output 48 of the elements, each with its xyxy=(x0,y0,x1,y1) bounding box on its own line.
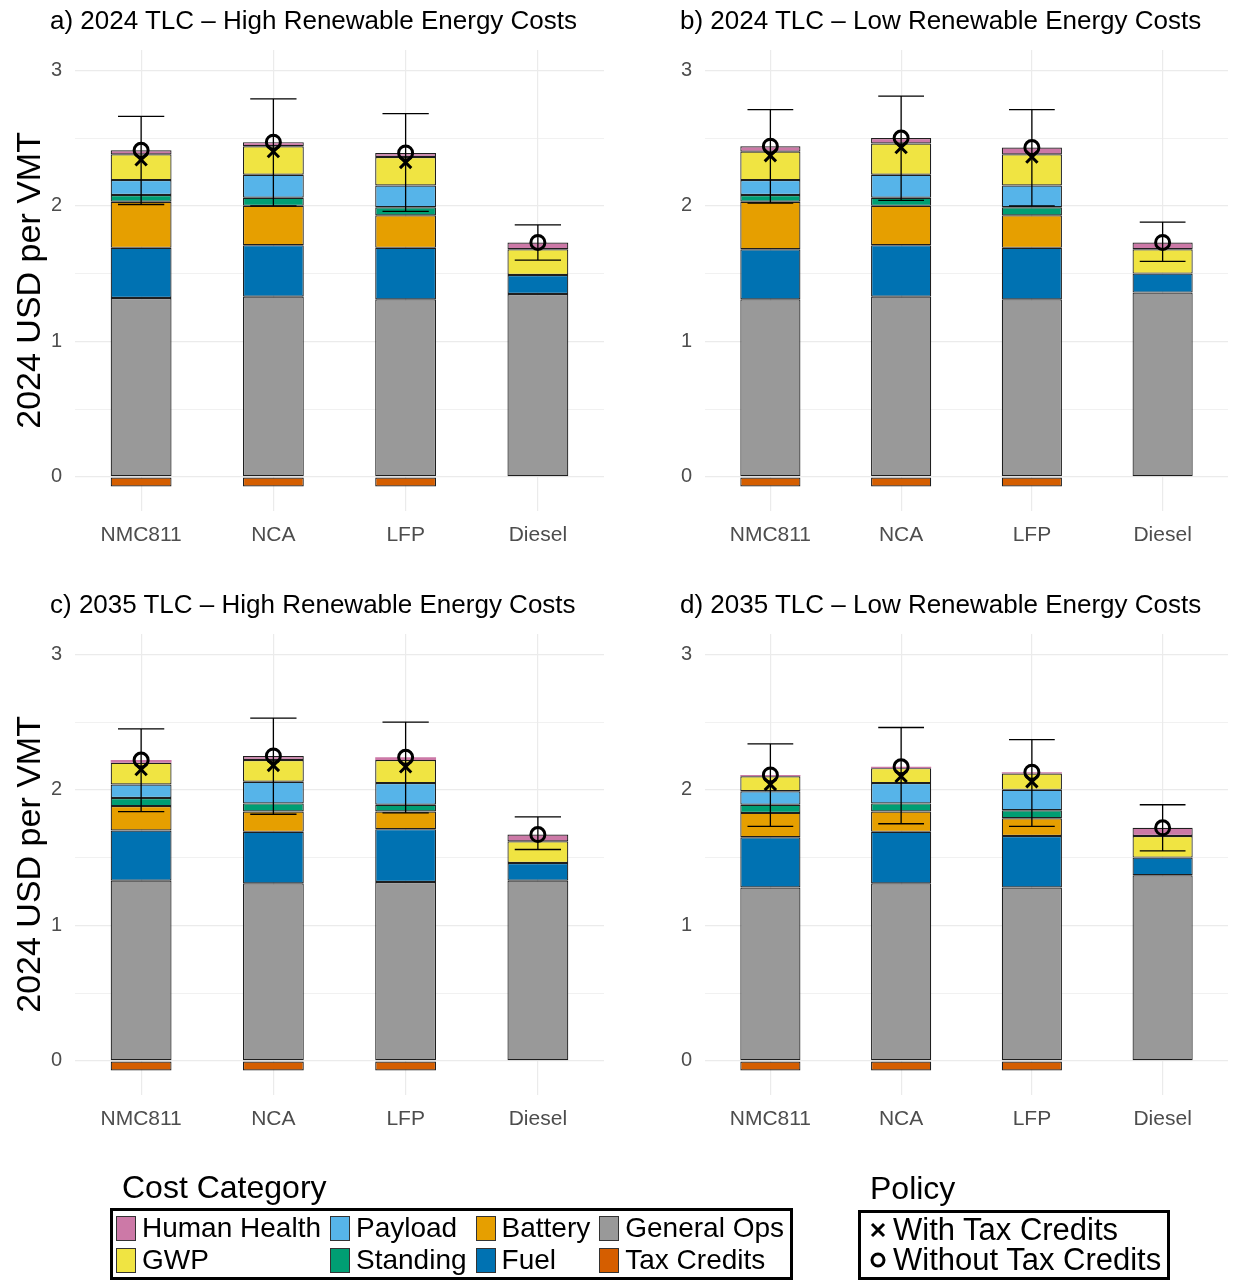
y-tick-label: 2 xyxy=(680,193,692,216)
y-tick-label: 1 xyxy=(680,328,692,351)
chart-title: b) 2024 TLC – Low Renewable Energy Costs xyxy=(680,5,1202,36)
x-tick-label: NMC811 xyxy=(100,1106,182,1130)
x-tick-label: NMC811 xyxy=(729,522,812,546)
y-tick-label: 0 xyxy=(680,464,692,487)
y-tick-label: 0 xyxy=(50,1048,62,1071)
legend-label: Payload xyxy=(355,1212,458,1243)
x-tick-label: LFP xyxy=(386,522,425,546)
x-tick-label: Diesel xyxy=(508,1106,568,1130)
legend-title: Cost Category xyxy=(122,1168,328,1207)
x-tick-label: NMC811 xyxy=(729,1106,812,1130)
y-tick-label: 0 xyxy=(50,464,62,487)
y-tick-label: 1 xyxy=(50,912,62,935)
y-tick-label: 3 xyxy=(680,641,692,664)
x-tick-label: LFP xyxy=(1012,1106,1052,1130)
y-tick-label: 2 xyxy=(680,777,692,800)
y-tick-label: 2 xyxy=(50,193,62,216)
legend-label: Fuel xyxy=(501,1244,556,1275)
text: Policy xyxy=(870,1169,957,1208)
x-tick-label: NCA xyxy=(251,522,296,546)
legend-label: Standing xyxy=(355,1244,467,1275)
x-tick-label: NCA xyxy=(878,522,924,546)
x-tick-label: Diesel xyxy=(1133,1106,1192,1130)
y-tick-label: 0 xyxy=(680,1048,692,1071)
y-tick-label: 2 xyxy=(50,777,62,800)
x-tick-label: Diesel xyxy=(1133,522,1192,546)
legend-label: GWP xyxy=(142,1244,209,1275)
legend-label: Battery xyxy=(501,1212,591,1243)
x-tick-label: LFP xyxy=(1012,522,1052,546)
x-tick-label: LFP xyxy=(386,1106,425,1130)
legend-label: Tax Credits xyxy=(625,1244,766,1275)
legend-label: General Ops xyxy=(625,1212,784,1243)
y-tick-label: 3 xyxy=(680,57,692,80)
chart-title: a) 2024 TLC – High Renewable Energy Costs xyxy=(50,5,578,36)
y-axis-title: 2024 USD per VMT xyxy=(8,716,47,1013)
y-tick-label: 1 xyxy=(680,912,692,935)
chart-title: c) 2035 TLC – High Renewable Energy Costs xyxy=(50,589,576,620)
y-tick-label: 3 xyxy=(50,641,62,664)
chart-title: d) 2035 TLC – Low Renewable Energy Costs xyxy=(680,589,1202,620)
x-tick-label: NCA xyxy=(878,1106,924,1130)
y-axis-title: 2024 USD per VMT xyxy=(8,132,47,429)
x-tick-label: NMC811 xyxy=(100,522,182,546)
y-tick-label: 1 xyxy=(50,328,62,351)
x-tick-label: NCA xyxy=(251,1106,296,1130)
x-tick-label: Diesel xyxy=(508,522,568,546)
legend-label: Human Health xyxy=(142,1212,321,1243)
y-tick-label: 3 xyxy=(50,57,62,80)
